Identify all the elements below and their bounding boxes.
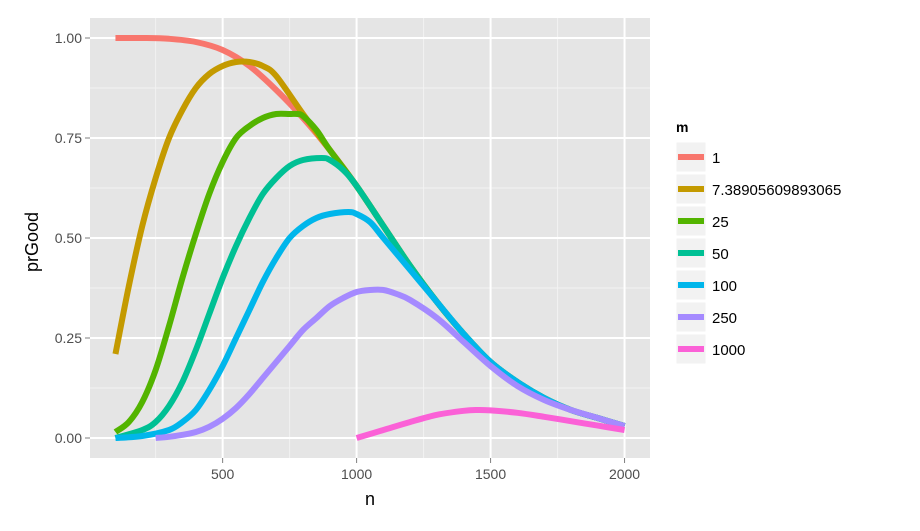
- legend-label: 1000: [712, 342, 745, 359]
- legend-label: 7.38905609893065: [712, 182, 841, 199]
- y-axis-title: prGood: [22, 212, 42, 272]
- x-tick-label: 1000: [341, 466, 372, 482]
- y-tick-label: 0.00: [55, 430, 82, 446]
- y-tick-label: 0.50: [55, 230, 82, 246]
- x-tick-label: 1500: [475, 466, 506, 482]
- legend-label: 100: [712, 278, 737, 295]
- y-tick-label: 0.75: [55, 130, 82, 146]
- legend-label: 25: [712, 214, 729, 231]
- axes: 0.00 0.25 0.50 0.75 1.00 500 1000 1500 2000: [55, 30, 641, 482]
- legend-label: 50: [712, 246, 729, 263]
- series-line-5: [155, 286, 626, 441]
- series-lines: [112, 34, 626, 441]
- y-tick-label: 1.00: [55, 30, 82, 46]
- series-line-4: [115, 209, 626, 441]
- x-tick-label: 500: [211, 466, 235, 482]
- series-line-6: [355, 406, 626, 441]
- legend-label: 1: [712, 150, 720, 167]
- legend-title: m: [676, 119, 688, 135]
- legend: m 1 7.38905609893065 25 50 100 250 1000: [675, 119, 841, 365]
- legend-label: 250: [712, 310, 737, 327]
- x-tick-label: 2000: [609, 466, 640, 482]
- x-axis-title: n: [365, 489, 375, 509]
- y-tick-label: 0.25: [55, 330, 82, 346]
- grid: [90, 18, 650, 458]
